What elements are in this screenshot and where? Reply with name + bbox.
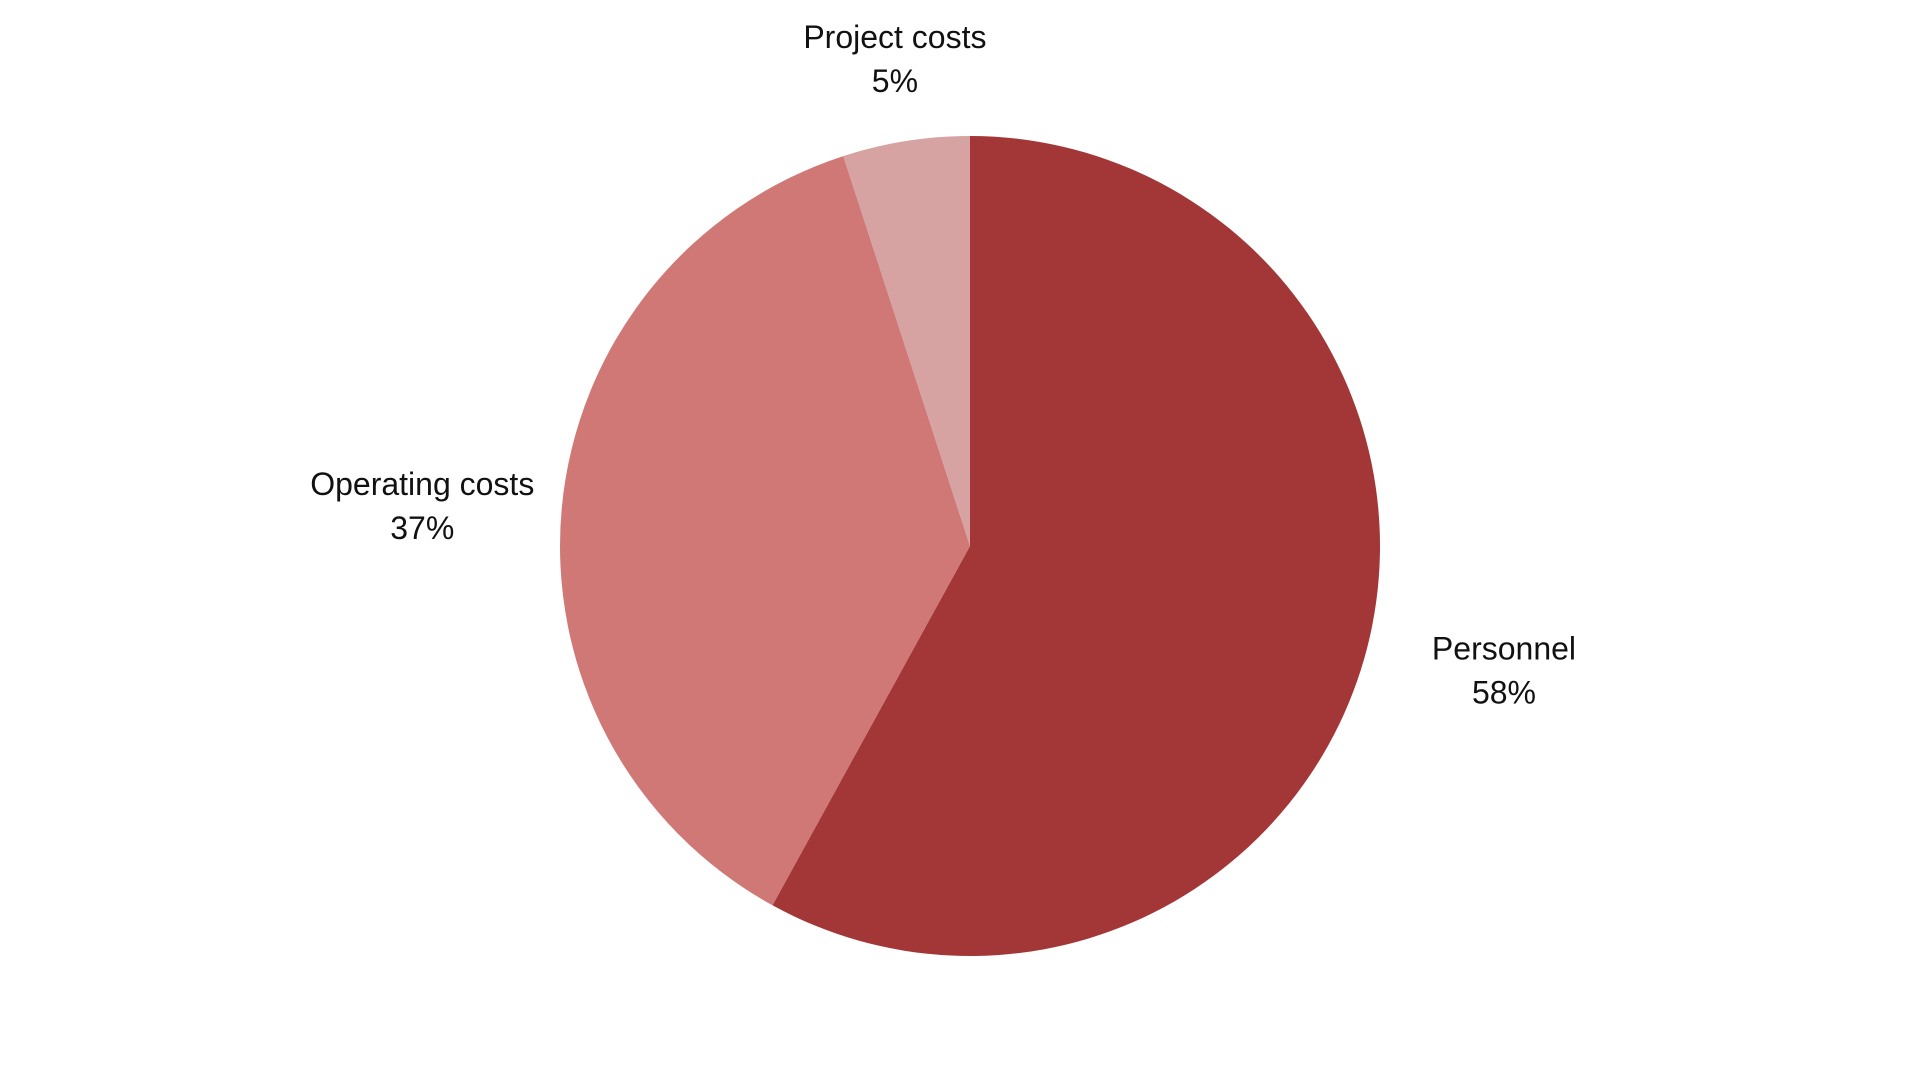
slice-value-project-costs: 5% — [872, 63, 918, 99]
slice-value-personnel: 58% — [1472, 674, 1536, 710]
pie-labels: Personnel 58% Operating costs 37% Project co… — [310, 19, 1576, 710]
pie-slice-project-costs — [843, 136, 970, 546]
slice-label-operating-costs: Operating costs — [310, 466, 534, 502]
slice-value-operating-costs: 37% — [390, 510, 454, 546]
pie-slices — [560, 136, 1380, 956]
slice-label-project-costs: Project costs — [803, 19, 986, 55]
slice-label-personnel: Personnel — [1432, 630, 1576, 666]
pie-slice-operating-costs — [560, 156, 970, 906]
pie-slice-personnel — [772, 136, 1380, 956]
